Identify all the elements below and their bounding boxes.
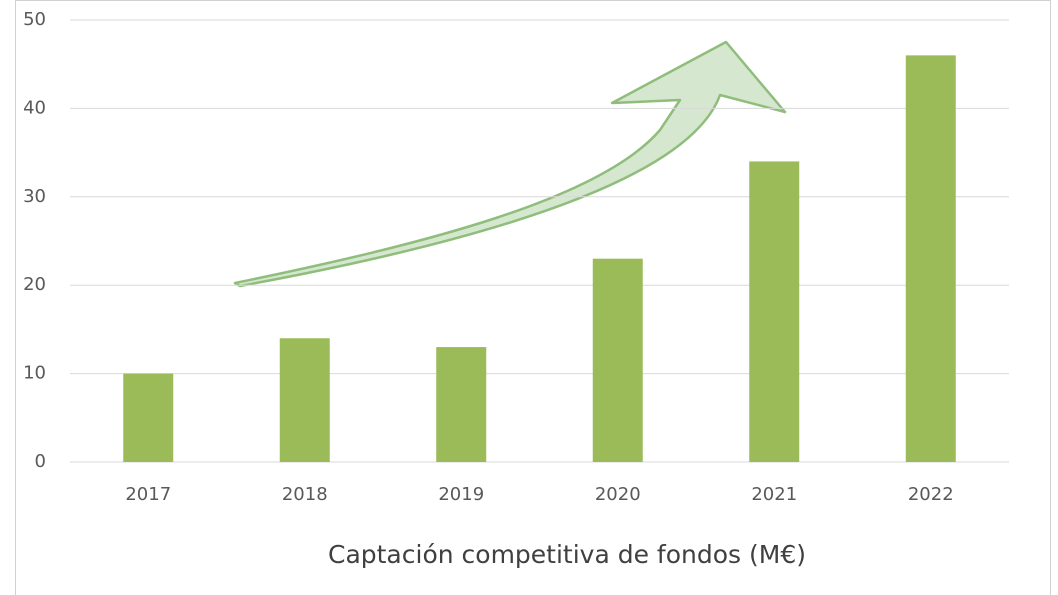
- y-tick-label: 30: [23, 186, 46, 207]
- bar: [279, 338, 330, 462]
- x-tick-label: 2018: [282, 484, 328, 505]
- x-tick-label: 2019: [438, 484, 484, 505]
- x-tick-label: 2017: [125, 484, 171, 505]
- chart-frame: [15, 0, 1051, 595]
- y-tick-label: 20: [23, 274, 46, 295]
- y-tick-label: 0: [35, 451, 46, 472]
- bar: [749, 161, 800, 462]
- x-axis-title: Captación competitiva de fondos (M€): [328, 540, 806, 569]
- bar: [905, 55, 956, 463]
- y-tick-label: 50: [23, 9, 46, 30]
- x-tick-label: 2020: [595, 484, 641, 505]
- trend-arrow: [233, 40, 787, 288]
- bar: [436, 347, 487, 462]
- bar: [123, 373, 174, 462]
- x-tick-label: 2022: [908, 484, 954, 505]
- y-tick-label: 10: [23, 363, 46, 384]
- bar: [592, 258, 643, 462]
- x-tick-label: 2021: [751, 484, 797, 505]
- y-tick-label: 40: [23, 97, 46, 118]
